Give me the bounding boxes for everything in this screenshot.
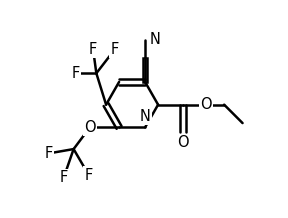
Text: F: F [89,42,97,57]
Text: F: F [111,42,119,57]
Text: O: O [177,135,189,150]
Text: F: F [85,168,93,182]
Text: F: F [60,170,68,185]
Text: F: F [72,66,80,81]
Text: N: N [149,32,160,47]
Text: F: F [45,146,53,161]
Text: O: O [200,97,212,112]
Text: N: N [140,109,151,124]
Text: O: O [84,120,96,135]
